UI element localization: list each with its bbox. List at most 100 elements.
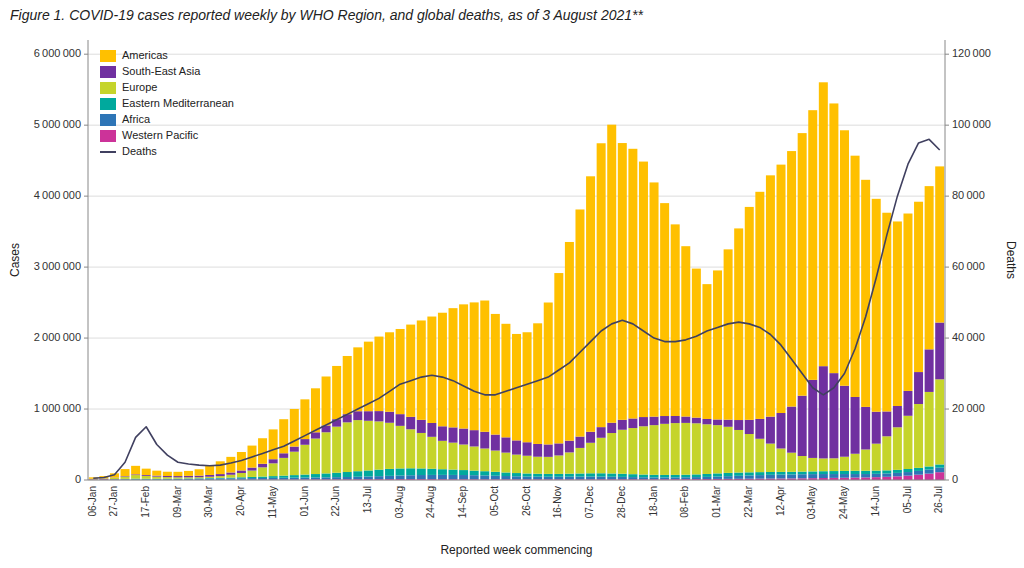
bar-segment <box>512 476 521 479</box>
bar-segment <box>142 476 151 479</box>
bar-segment <box>660 203 669 416</box>
bar-segment <box>692 477 701 479</box>
bar-segment <box>575 477 584 480</box>
bar-segment <box>903 472 912 476</box>
bar-segment <box>173 472 182 476</box>
bar-segment <box>628 149 637 419</box>
bar-segment <box>840 386 849 457</box>
x-axis-title: Reported week commencing <box>440 543 592 557</box>
bar-segment <box>470 475 479 479</box>
bar-segment <box>343 356 352 414</box>
bar-segment <box>597 143 606 427</box>
x-tick-label: 03-Aug <box>394 486 405 518</box>
bar-segment <box>851 474 860 478</box>
bar-segment <box>427 475 436 479</box>
bar-segment <box>427 317 436 423</box>
bar-segment <box>491 472 500 476</box>
bar-segment <box>660 424 669 475</box>
bar-segment <box>872 199 881 412</box>
x-axis-line <box>88 480 945 481</box>
bar-segment <box>671 224 680 416</box>
bar-segment <box>396 414 405 426</box>
bar-segment <box>935 166 944 322</box>
bar-segment <box>650 417 659 426</box>
bar-segment <box>840 457 849 471</box>
bar-segment <box>300 399 309 439</box>
bar-segment <box>565 477 574 480</box>
bar-segment <box>110 478 119 479</box>
bar-segment <box>893 473 902 476</box>
bar-segment <box>544 444 553 456</box>
bar-segment <box>226 472 235 474</box>
bar-segment <box>279 458 288 476</box>
bar-segment <box>417 433 426 468</box>
bar-segment <box>195 469 204 475</box>
bar-segment <box>417 420 426 433</box>
bar-segment <box>745 420 754 434</box>
bar-segment <box>512 473 521 476</box>
legend-swatch <box>100 130 116 142</box>
plot-marks <box>89 82 944 480</box>
x-tick-label: 17-Feb <box>140 486 151 518</box>
y-tick <box>84 196 88 197</box>
bar-segment <box>893 470 902 473</box>
bar-segment <box>226 475 235 478</box>
bar-segment <box>755 419 764 439</box>
bar-segment <box>639 477 648 479</box>
bar-segment <box>755 472 764 475</box>
y-tick-label: 2 000 000 <box>34 331 81 343</box>
bar-segment <box>353 477 362 479</box>
bar-segment <box>332 477 341 479</box>
bar-segment <box>322 477 331 479</box>
bar-segment <box>575 473 584 476</box>
bar-segment <box>290 478 299 480</box>
y-tick <box>84 480 88 481</box>
bar-segment <box>787 453 796 472</box>
bar-segment <box>607 473 616 476</box>
bar-segment <box>406 468 415 475</box>
bar-segment <box>565 474 574 477</box>
bar-segment <box>554 273 563 443</box>
bar-segment <box>808 458 817 471</box>
x-tick-label: 14-Jun <box>870 486 881 517</box>
bar-segment <box>512 440 521 454</box>
bar-segment <box>131 475 140 479</box>
bar-segment <box>533 323 542 444</box>
bar-segment <box>459 429 468 445</box>
bar-segment <box>925 392 934 467</box>
x-tick-label: 22-Mar <box>743 485 754 517</box>
bar-segment <box>935 464 944 467</box>
bar-segment <box>311 474 320 477</box>
x-tick-label: 27-Jan <box>108 486 119 517</box>
legend-swatch <box>100 151 116 153</box>
bar-segment <box>364 470 373 476</box>
bar-segment <box>808 471 817 474</box>
bar-segment <box>332 366 341 419</box>
bar-segment <box>449 427 458 442</box>
bar-segment <box>597 477 606 480</box>
y2-tick <box>945 267 949 268</box>
bar-segment <box>724 249 733 419</box>
bar-segment <box>840 471 849 474</box>
bar-segment <box>470 446 479 470</box>
legend-label: South-East Asia <box>122 65 201 77</box>
bar-segment <box>903 416 912 469</box>
bar-segment <box>195 477 204 478</box>
bar-segment <box>544 303 553 445</box>
y2-tick-label: 0 <box>952 473 958 485</box>
x-tick-label: 16-Nov <box>552 486 563 518</box>
bar-segment <box>279 476 288 478</box>
bar-segment <box>893 427 902 470</box>
y2-tick-label: 100 000 <box>952 118 991 130</box>
bar-segment <box>533 444 542 457</box>
bar-segment <box>618 143 627 420</box>
bar-segment <box>300 478 309 480</box>
bar-segment <box>523 456 532 474</box>
x-tick-label: 24-Aug <box>425 486 436 518</box>
bar-segment <box>808 110 817 380</box>
bar-segment <box>322 432 331 473</box>
bar-segment <box>438 313 447 427</box>
bar-segment <box>353 347 362 411</box>
bar-segment <box>777 475 786 479</box>
bar-segment <box>216 476 225 478</box>
